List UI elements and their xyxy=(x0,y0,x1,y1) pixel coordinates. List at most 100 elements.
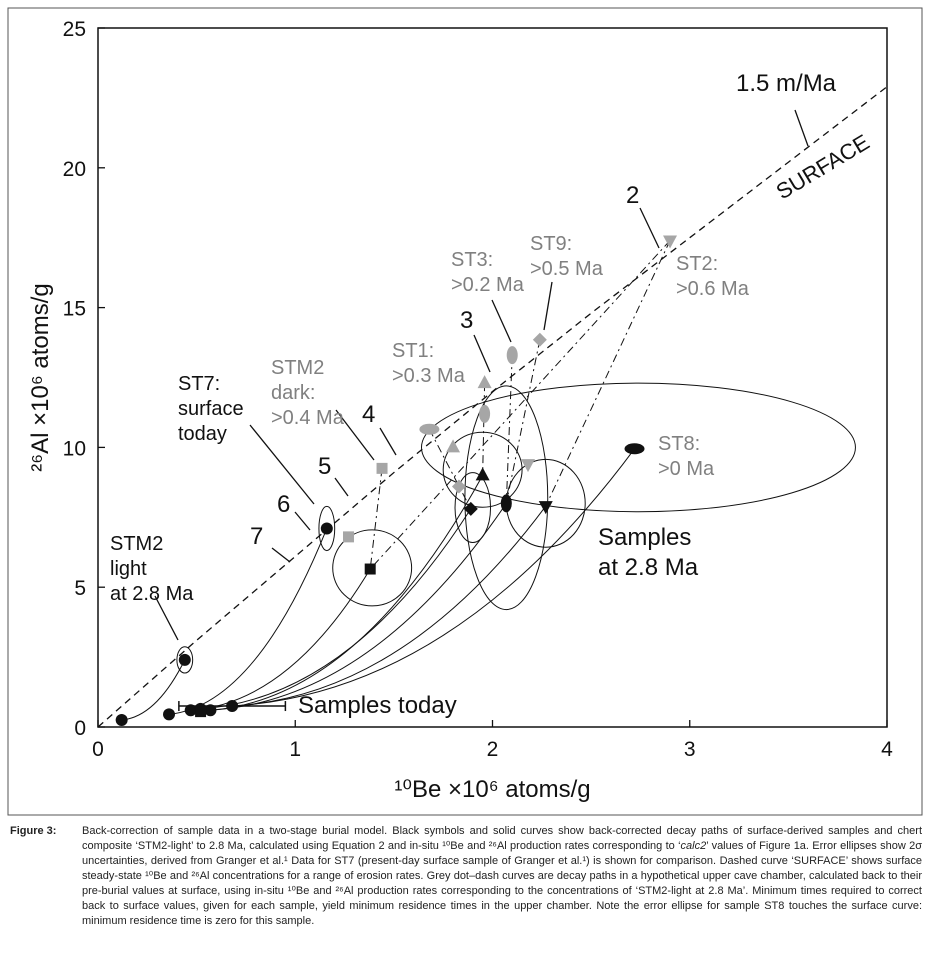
annotation-line: at 2.8 Ma xyxy=(110,583,194,605)
annotation: STM2 light at 2.8 Ma xyxy=(110,533,194,605)
y-tick-label: 25 xyxy=(63,18,86,41)
annotation-line: dark: xyxy=(271,382,315,404)
y-tick-label: 15 xyxy=(63,298,86,321)
data-point xyxy=(163,708,176,721)
annotation-line: SURFACE xyxy=(772,129,874,204)
decay-path xyxy=(190,568,371,711)
decay-path-upper xyxy=(505,339,541,504)
data-point xyxy=(184,704,197,717)
annotation-line: ST8: xyxy=(658,433,700,455)
data-point xyxy=(204,704,217,717)
annotation-line: 2 xyxy=(626,182,639,209)
arrows xyxy=(154,109,809,641)
annotation: ST8: >0 Ma xyxy=(658,433,715,480)
data-point xyxy=(446,439,461,453)
data-point xyxy=(195,706,207,718)
annotation-line: ST2: xyxy=(676,253,718,275)
decay-path xyxy=(121,659,186,721)
data-point xyxy=(521,459,536,473)
annotation: Samples today xyxy=(298,692,457,719)
annotation-line: ST9: xyxy=(530,233,572,255)
y-tick-label: 0 xyxy=(74,717,86,740)
annotation-line: 6 xyxy=(277,491,290,518)
annotation: STM2 dark: >0.4 Ma xyxy=(271,357,345,429)
data-point xyxy=(343,531,355,543)
decay-path-upper xyxy=(545,240,671,507)
decay-path-upper xyxy=(482,383,486,476)
data-point xyxy=(663,235,678,249)
arrow xyxy=(294,511,311,531)
decay-path xyxy=(232,505,547,707)
annotation: 1.5 m/Ma xyxy=(736,70,837,97)
annotation-line: >0.3 Ma xyxy=(392,365,466,387)
data-point xyxy=(451,479,466,494)
arrow xyxy=(379,427,397,456)
decay-path xyxy=(168,528,328,715)
caption: Figure 3: Back-correction of sample data… xyxy=(10,824,922,929)
data-point xyxy=(115,714,128,727)
annotation: Samples at 2.8 Ma xyxy=(598,524,699,581)
surface-curve xyxy=(97,86,888,728)
decay-path xyxy=(200,508,472,710)
error-ellipse xyxy=(454,472,492,543)
annotation-line: ST3: xyxy=(451,249,493,271)
annotation-line: ST7: xyxy=(178,373,220,395)
annotation-line: >0 Ma xyxy=(658,458,715,480)
figure-border xyxy=(7,7,923,816)
arrow xyxy=(335,409,375,461)
annotation-line: 7 xyxy=(250,523,263,550)
annotation-line: light xyxy=(110,558,147,580)
data-point xyxy=(506,346,518,365)
data-point xyxy=(419,423,440,435)
error-ellipse xyxy=(420,382,856,513)
y-tick-label: 20 xyxy=(63,158,86,181)
y-axis-label: ²⁶Al ×10⁶ atoms/g xyxy=(27,283,54,472)
arrow xyxy=(543,281,553,331)
x-tick-label: 1 xyxy=(289,738,301,761)
caption-part: Back-correction of sample data in a two-… xyxy=(82,825,922,852)
annotation: 6 xyxy=(277,491,290,518)
annotation-line: at 2.8 Ma xyxy=(598,554,699,581)
annotation: ST9: >0.5 Ma xyxy=(530,233,604,280)
annotation: 5 xyxy=(318,453,331,480)
y-tick-label: 5 xyxy=(74,577,86,600)
annotation-line: >0.6 Ma xyxy=(676,278,750,300)
annotation-line: 5 xyxy=(318,453,331,480)
x-tick-label: 4 xyxy=(881,738,893,761)
error-ellipse xyxy=(332,529,413,607)
annotation: ST7: surface today xyxy=(178,373,244,445)
data-point xyxy=(624,443,645,455)
annotation: ST2: >0.6 Ma xyxy=(676,253,750,300)
error-ellipse xyxy=(176,646,194,674)
x-tick-label: 3 xyxy=(684,738,696,761)
annotation-line: ST1: xyxy=(392,340,434,362)
decay-path xyxy=(210,475,484,711)
data-point xyxy=(500,494,512,513)
data-point xyxy=(463,501,478,516)
annotation: 4 xyxy=(362,401,375,428)
x-axis-label: ¹⁰Be ×10⁶ atoms/g xyxy=(394,776,590,803)
arrow xyxy=(794,109,809,147)
data-point xyxy=(475,467,490,481)
annotation: ST3: >0.2 Ma xyxy=(451,249,525,296)
error-ellipse xyxy=(442,431,523,508)
data-point xyxy=(477,375,492,389)
data-point xyxy=(364,563,376,575)
data-point xyxy=(320,522,333,535)
annotation-line: 1.5 m/Ma xyxy=(736,70,837,97)
annotation-line: Samples today xyxy=(298,692,457,719)
annotation: 3 xyxy=(460,307,473,334)
arrow xyxy=(334,477,349,497)
arrow xyxy=(154,595,179,641)
annotation-line: STM2 xyxy=(271,357,324,379)
arrow xyxy=(491,299,512,343)
annotation-line: 4 xyxy=(362,401,375,428)
caption-text: Back-correction of sample data in a two-… xyxy=(82,824,922,929)
data-point xyxy=(532,332,547,347)
annotation-line: Samples xyxy=(598,524,691,551)
error-ellipse xyxy=(464,385,549,611)
annotation-line: >0.4 Ma xyxy=(271,407,345,429)
caption-part: ’ values of Figure 1a. Error ellipses sh… xyxy=(82,840,922,927)
